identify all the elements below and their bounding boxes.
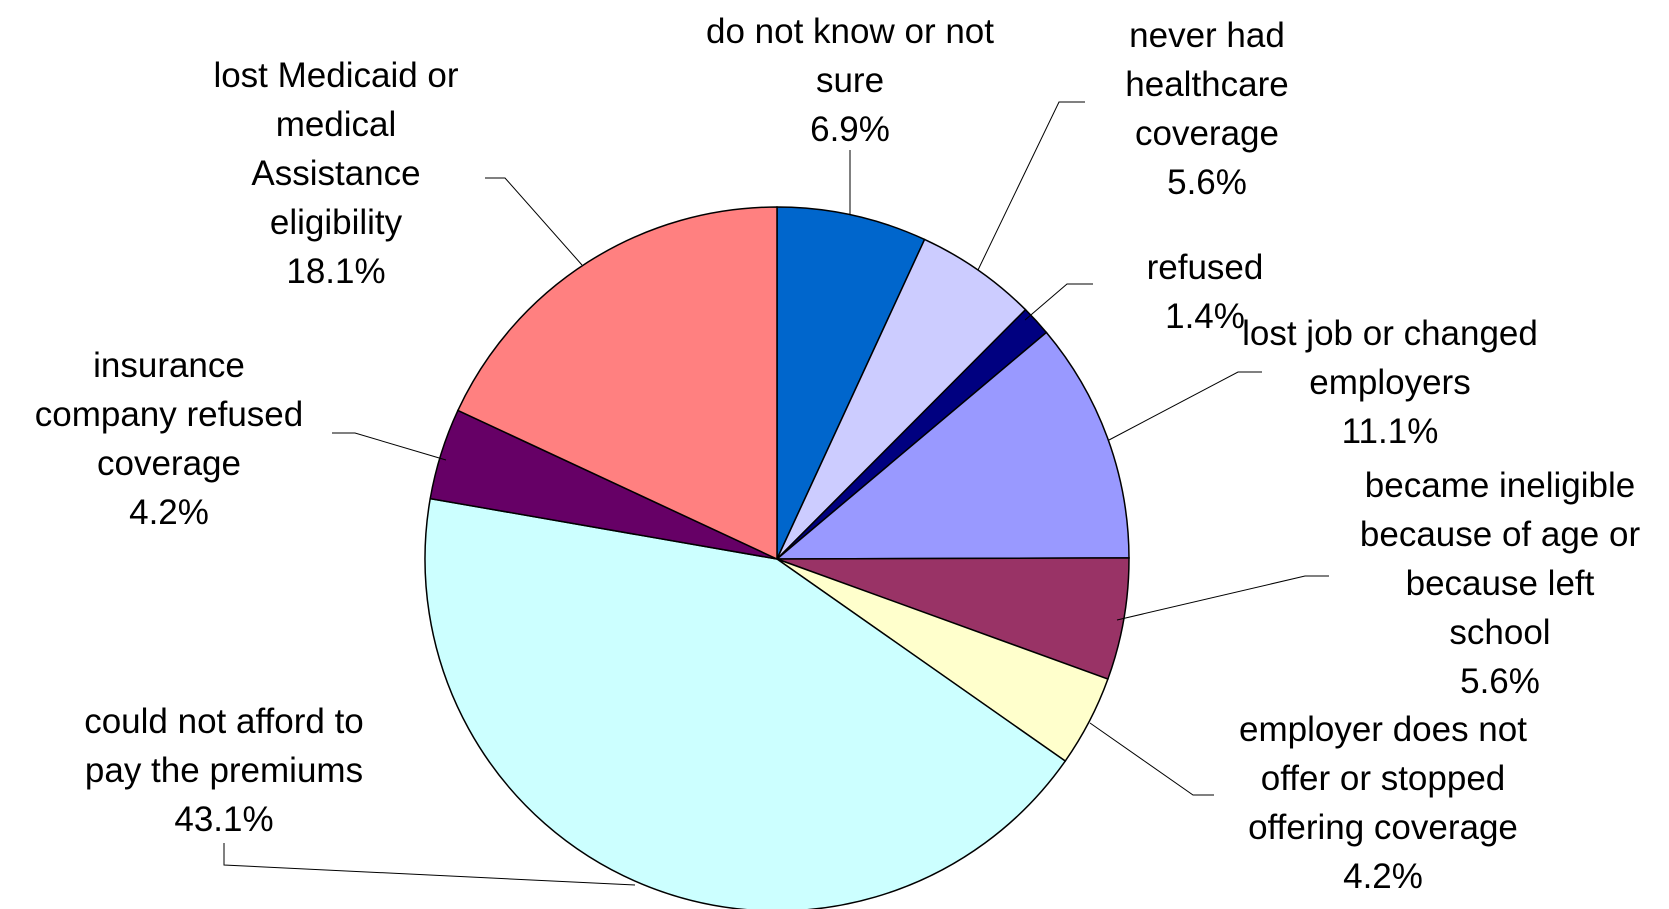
slice-category-label: could not afford to: [84, 702, 364, 741]
slice-category-label: lost job or changed: [1242, 314, 1538, 353]
slice-label: employer does not offer or stopped offerin…: [1239, 710, 1527, 896]
slice-label: refused 1.4%: [1147, 248, 1264, 336]
slice-label: lost Medicaid or medical Assistance eligibi…: [213, 56, 458, 291]
slice-category-label: became ineligible: [1365, 466, 1635, 505]
pie-slices: [424, 206, 1130, 909]
slice-value-label: 1.4%: [1165, 297, 1245, 336]
leader-line: [1108, 371, 1262, 441]
slice-category-label: employer does not: [1239, 710, 1527, 749]
slice-category-label: never had: [1129, 16, 1285, 55]
slice-category-label: because of age or: [1360, 515, 1641, 554]
slice-value-label: 4.2%: [129, 493, 209, 532]
slice-category-label: coverage: [1135, 114, 1279, 153]
slice-category-label: Assistance: [251, 154, 420, 193]
slice-category-label: medical: [276, 105, 397, 144]
slice-category-label: sure: [816, 61, 884, 100]
slice-category-label: do not know or not: [706, 12, 994, 51]
slice-value-label: 43.1%: [174, 800, 273, 839]
slice-value-label: 5.6%: [1460, 662, 1540, 701]
leader-line: [1024, 283, 1093, 321]
leader-lines: [223, 101, 1329, 886]
leader-line: [1116, 575, 1329, 621]
slice-category-label: eligibility: [270, 203, 403, 242]
pie-slice: [456, 206, 778, 561]
slice-category-label: offer or stopped: [1261, 759, 1506, 798]
slice-label: never had healthcare coverage 5.6%: [1125, 16, 1288, 202]
slice-value-label: 18.1%: [286, 252, 385, 291]
leader-line: [332, 432, 447, 461]
slice-value-label: 6.9%: [810, 110, 890, 149]
slice-category-label: employers: [1309, 363, 1470, 402]
slice-label: insurance company refused coverage 4.2%: [35, 346, 303, 532]
slice-category-label: insurance: [93, 346, 245, 385]
slice-category-label: school: [1449, 613, 1550, 652]
slice-category-label: company refused: [35, 395, 303, 434]
pie-slice: [776, 206, 926, 560]
slice-value-label: 11.1%: [1342, 412, 1439, 451]
leader-line: [1089, 722, 1214, 796]
slice-labels: do not know or not sure 6.9% never had healt…: [35, 12, 1641, 896]
slice-label: could not afford to pay the premiums 43.1%: [84, 702, 364, 839]
pie-slice: [774, 331, 1130, 560]
slice-label: do not know or not sure 6.9%: [706, 12, 994, 149]
pie-slice: [424, 497, 1067, 909]
slice-category-label: coverage: [97, 444, 241, 483]
slice-value-label: 4.2%: [1343, 857, 1423, 896]
slice-category-label: because left: [1406, 564, 1595, 603]
slice-category-label: offering coverage: [1248, 808, 1518, 847]
slice-label: lost job or changed employers 11.1%: [1242, 314, 1538, 451]
slice-category-label: lost Medicaid or: [213, 56, 458, 95]
leader-line: [977, 101, 1085, 271]
slice-category-label: healthcare: [1125, 65, 1288, 104]
slice-category-label: pay the premiums: [85, 751, 363, 790]
leader-line: [485, 177, 583, 266]
slice-category-label: refused: [1147, 248, 1264, 287]
leader-line: [223, 843, 636, 886]
slice-label: became ineligible because of age or becaus…: [1360, 466, 1641, 701]
slice-value-label: 5.6%: [1167, 163, 1247, 202]
